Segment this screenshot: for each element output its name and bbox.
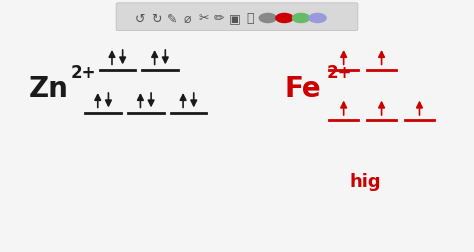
Text: 2+: 2+ — [71, 64, 97, 82]
Text: ↺: ↺ — [135, 12, 145, 25]
Circle shape — [276, 14, 293, 23]
Text: ✎: ✎ — [167, 12, 177, 25]
Circle shape — [309, 14, 326, 23]
Text: 2+: 2+ — [327, 64, 353, 82]
Text: hig: hig — [349, 172, 381, 191]
Text: ⬜: ⬜ — [246, 12, 254, 25]
Text: Fe: Fe — [284, 74, 321, 102]
Text: ↻: ↻ — [151, 12, 162, 25]
Circle shape — [292, 14, 310, 23]
Text: ✂: ✂ — [198, 12, 209, 25]
Text: ▣: ▣ — [229, 12, 240, 25]
Text: Zn: Zn — [28, 74, 68, 102]
Circle shape — [259, 14, 276, 23]
Text: ✏: ✏ — [214, 12, 224, 25]
Text: ⌀: ⌀ — [184, 12, 191, 25]
FancyBboxPatch shape — [116, 4, 358, 32]
